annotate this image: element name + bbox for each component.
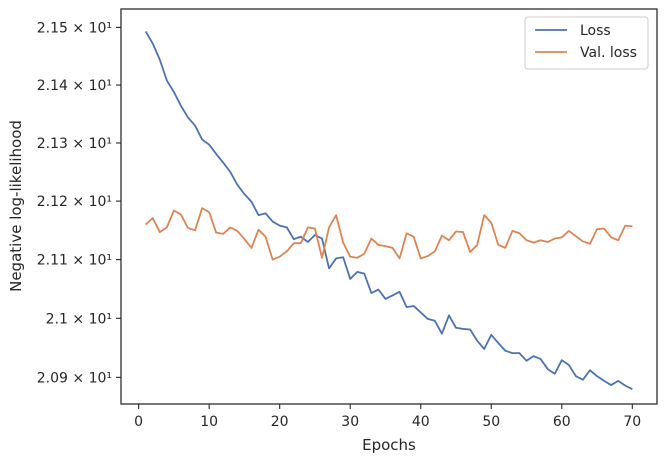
legend-label-loss: Loss bbox=[580, 23, 611, 39]
plot-area bbox=[120, 8, 658, 405]
val-loss-series-line bbox=[145, 207, 633, 261]
y-tick-label: 2.11 × 10¹ bbox=[37, 253, 112, 269]
x-tick-label: 30 bbox=[341, 414, 359, 430]
x-tick-label: 0 bbox=[134, 414, 143, 430]
y-tick-label: 2.14 × 10¹ bbox=[37, 78, 112, 94]
legend-label-val-loss: Val. loss bbox=[580, 45, 637, 61]
loss-series-line bbox=[144, 30, 633, 390]
y-tick-label: 2.1 × 10¹ bbox=[46, 311, 112, 327]
x-tick-label: 40 bbox=[412, 414, 430, 430]
x-tick-label: 70 bbox=[623, 414, 641, 430]
x-tick-label: 20 bbox=[271, 414, 289, 430]
y-tick-label: 2.09 × 10¹ bbox=[37, 370, 112, 386]
x-tick-label: 50 bbox=[482, 414, 500, 430]
legend: Loss Val. loss bbox=[524, 16, 649, 70]
y-tick-label: 2.12 × 10¹ bbox=[37, 194, 112, 210]
x-axis-label: Epochs bbox=[362, 436, 416, 454]
y-axis: 2.09 × 10¹ 2.1 × 10¹ 2.11 × 10¹ 2.12 × 10¹ 2… bbox=[37, 20, 121, 386]
x-tick-label: 60 bbox=[553, 414, 571, 430]
y-tick-label: 2.13 × 10¹ bbox=[37, 136, 112, 152]
x-axis: 0 10 20 30 40 50 60 70 bbox=[134, 404, 641, 430]
x-tick-label: 10 bbox=[200, 414, 218, 430]
series-layer bbox=[144, 30, 633, 390]
y-axis-label: Negative log-likelihood bbox=[7, 120, 25, 292]
y-tick-label: 2.15 × 10¹ bbox=[37, 20, 112, 36]
